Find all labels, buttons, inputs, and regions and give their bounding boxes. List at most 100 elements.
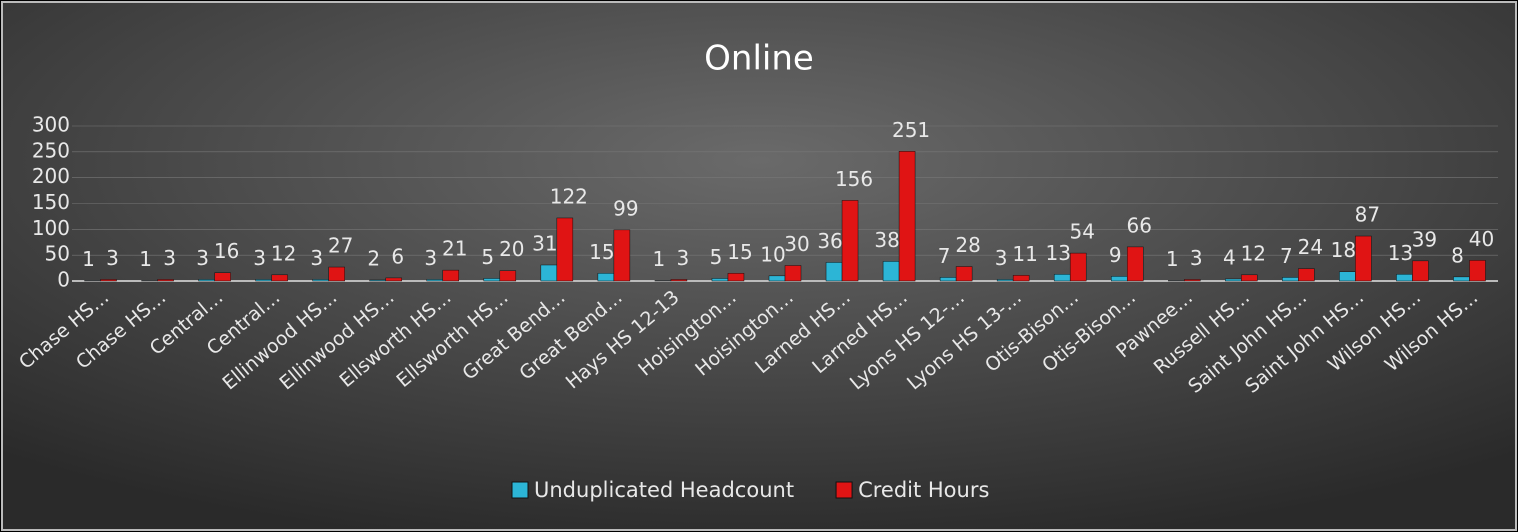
- data-label: 3: [310, 246, 323, 270]
- bar: [1453, 276, 1470, 282]
- data-label: 156: [835, 167, 873, 191]
- chart-title: Online: [704, 39, 814, 79]
- bar: [255, 279, 272, 282]
- data-label: 3: [163, 246, 176, 270]
- data-label: 31: [532, 231, 557, 255]
- bar: [1282, 277, 1299, 282]
- bar: [328, 266, 345, 282]
- data-label: 4: [1223, 245, 1236, 269]
- data-label: 3: [253, 246, 266, 270]
- data-label: 3: [1190, 246, 1203, 270]
- data-label: 7: [1280, 244, 1293, 268]
- bar: [1184, 279, 1201, 282]
- bar: [442, 269, 460, 282]
- bar: [955, 266, 973, 282]
- data-label: 7: [938, 244, 951, 268]
- bar: [1012, 275, 1030, 282]
- y-tick-label: 300: [32, 113, 70, 137]
- data-label: 251: [892, 118, 930, 142]
- bar: [1168, 280, 1185, 282]
- bar: [882, 261, 900, 282]
- bar: [1355, 235, 1372, 282]
- data-label: 1: [653, 247, 666, 271]
- bar: [784, 265, 802, 282]
- bar: [1298, 268, 1315, 282]
- data-label: 11: [1012, 242, 1037, 266]
- data-label: 122: [550, 184, 588, 208]
- bar: [1053, 274, 1071, 282]
- bar: [654, 280, 672, 282]
- data-label: 36: [817, 229, 842, 253]
- bar: [1126, 246, 1144, 282]
- data-label: 99: [613, 196, 638, 220]
- data-label: 1: [1166, 247, 1179, 271]
- data-label: 87: [1355, 203, 1380, 227]
- data-label: 39: [1412, 227, 1437, 251]
- data-label: 1: [82, 247, 95, 271]
- data-label: 21: [442, 237, 467, 261]
- legend-swatch: [835, 481, 853, 499]
- data-label: 28: [955, 233, 980, 257]
- y-tick-label: 50: [45, 242, 70, 266]
- bar: [939, 277, 957, 282]
- bar: [141, 280, 158, 282]
- data-label: 5: [481, 245, 494, 269]
- bar: [271, 274, 288, 282]
- bar: [369, 279, 386, 282]
- bar: [613, 229, 631, 282]
- data-label: 12: [271, 241, 296, 265]
- legend-label: Credit Hours: [858, 478, 989, 502]
- data-label: 10: [760, 242, 785, 266]
- y-tick-label: 150: [32, 190, 70, 214]
- data-label: 18: [1331, 238, 1356, 262]
- data-label: 54: [1069, 220, 1094, 244]
- bar: [312, 279, 329, 282]
- data-label: 15: [589, 240, 614, 264]
- bar: [670, 279, 688, 282]
- bar: [841, 200, 859, 282]
- data-label: 3: [424, 246, 437, 270]
- bar: [214, 272, 231, 282]
- data-label: 66: [1127, 213, 1152, 237]
- bar: [1469, 260, 1486, 282]
- data-label: 3: [106, 246, 119, 270]
- data-label: 1: [139, 247, 152, 271]
- data-label: 15: [727, 240, 752, 264]
- bar: [1396, 274, 1413, 282]
- data-label: 13: [1388, 241, 1413, 265]
- data-label: 12: [1241, 241, 1266, 265]
- legend-swatch: [511, 481, 529, 499]
- bar: [100, 279, 117, 282]
- data-label: 3: [677, 246, 690, 270]
- bar: [711, 278, 729, 282]
- bar: [1110, 276, 1128, 282]
- y-tick-label: 250: [32, 138, 70, 162]
- data-label: 9: [1109, 243, 1122, 267]
- data-label: 27: [328, 234, 353, 258]
- bar: [426, 279, 444, 282]
- bar: [597, 273, 615, 282]
- bar: [1339, 271, 1356, 282]
- data-label: 40: [1469, 227, 1494, 251]
- data-label: 2: [367, 246, 380, 270]
- legend-label: Unduplicated Headcount: [534, 478, 794, 502]
- bar: [825, 262, 843, 282]
- bar: [483, 278, 501, 282]
- bar: [898, 151, 916, 282]
- data-label: 3: [995, 246, 1008, 270]
- bar: [84, 280, 101, 282]
- data-label: 38: [874, 228, 899, 252]
- y-tick-label: 200: [32, 164, 70, 188]
- data-label: 13: [1045, 241, 1070, 265]
- data-label: 30: [784, 232, 809, 256]
- bar: [1241, 274, 1258, 282]
- bar: [768, 275, 786, 282]
- bar: [1225, 278, 1242, 282]
- data-label: 20: [499, 237, 524, 261]
- bar: [1412, 260, 1429, 282]
- data-label: 24: [1298, 235, 1323, 259]
- bar: [540, 264, 558, 282]
- bar: [727, 273, 745, 282]
